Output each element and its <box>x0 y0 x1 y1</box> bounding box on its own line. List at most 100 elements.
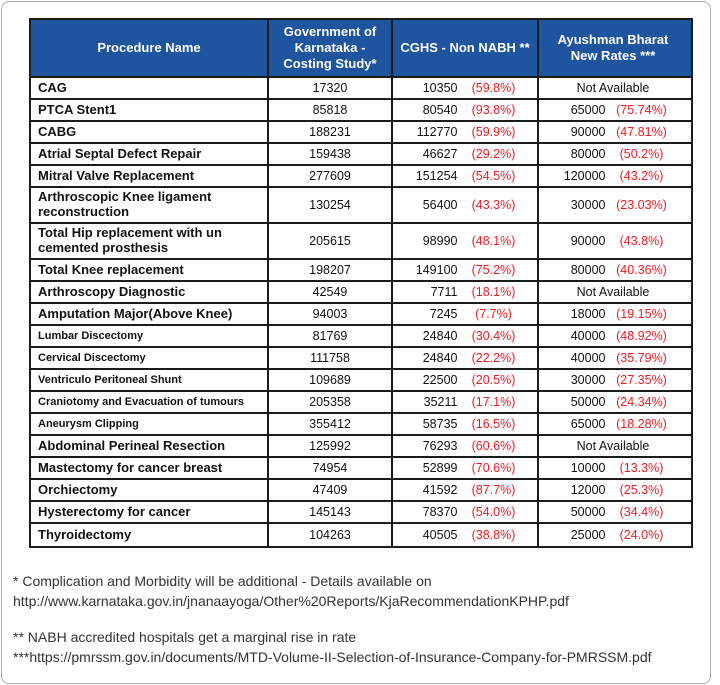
rate-percent: (59.8%) <box>471 81 516 95</box>
rate-value: 120000 <box>563 169 606 183</box>
table-row: CABG 188231 112770 (59.9%) 90000 (47.81%) <box>31 122 691 144</box>
table-row: Arthroscopy Diagnostic 42549 7711 (18.1%) No… <box>31 282 691 304</box>
rate-percent: (87.7%) <box>471 483 516 497</box>
table-row: Total Hip replacement with un cemented p… <box>31 224 691 260</box>
karnataka-cost-cell: 111758 <box>269 348 393 368</box>
rate-percent: (40.36%) <box>616 263 667 277</box>
rate-percent: (18.28%) <box>616 417 667 431</box>
rate-value: 65000 <box>570 103 606 117</box>
procedure-name-cell: Total Hip replacement with un cemented p… <box>31 224 269 258</box>
procedure-name-cell: Thyroidectomy <box>31 524 269 546</box>
table-row: Cervical Discectomy 111758 24840 (22.2%) 400… <box>31 348 691 370</box>
rate-percent: (25.3%) <box>619 483 664 497</box>
cghs-rate-cell: 58735 (16.5%) <box>393 414 539 434</box>
header-ayushman-bharat: Ayushman Bharat New Rates *** <box>557 31 669 63</box>
ayushman-rate-cell: 90000 (43.8%) <box>539 224 687 258</box>
ayushman-rate-cell: 10000 (13.3%) <box>539 458 687 478</box>
procedure-name-cell: Atrial Septal Defect Repair <box>31 144 269 164</box>
ayushman-rate-cell: Not Available <box>576 439 650 453</box>
ayushman-rate-cell: 80000 (50.2%) <box>539 144 687 164</box>
karnataka-cost-cell: 145143 <box>269 502 393 522</box>
ayushman-rate-cell: 30000 (23.03%) <box>539 188 687 222</box>
rate-value: 40000 <box>570 351 606 365</box>
cghs-rate-cell: 41592 (87.7%) <box>393 480 539 500</box>
cghs-rate-cell: 56400 (43.3%) <box>393 188 539 222</box>
rate-value: 151254 <box>415 169 458 183</box>
rate-percent: (30.4%) <box>471 329 516 343</box>
rate-percent: (24.34%) <box>616 395 667 409</box>
cghs-rate-cell: 35211 (17.1%) <box>393 392 539 412</box>
rate-percent: (60.6%) <box>471 439 516 453</box>
cghs-rate-cell: 7245 (7.7%) <box>393 304 539 324</box>
rate-percent: (59.9%) <box>471 125 516 139</box>
karnataka-cost-cell: 355412 <box>269 414 393 434</box>
rate-value: 149100 <box>415 263 458 277</box>
rate-value: 90000 <box>570 234 606 248</box>
table-row: Total Knee replacement 198207 149100 (75.2%… <box>31 260 691 282</box>
rate-value: 80000 <box>570 263 606 277</box>
table-row: Thyroidectomy 104263 40505 (38.8%) 25000 (24.… <box>31 524 691 546</box>
rate-value: 78370 <box>422 505 458 519</box>
karnataka-cost-cell: 47409 <box>269 480 393 500</box>
rate-value: 50000 <box>570 395 606 409</box>
rate-value: 40505 <box>422 528 458 542</box>
procedure-name-cell: PTCA Stent1 <box>31 100 269 120</box>
table-row: Craniotomy and Evacuation of tumours 2053… <box>31 392 691 414</box>
rate-value: 24840 <box>422 351 458 365</box>
table-row: Arthroscopic Knee ligament reconstructio… <box>31 188 691 224</box>
cghs-rate-cell: 151254 (54.5%) <box>393 166 539 186</box>
header-cghs-non-nabh: CGHS - Non NABH ** <box>393 20 539 76</box>
rate-value: 7711 <box>430 285 458 299</box>
rate-percent: (54.0%) <box>471 505 516 519</box>
rate-percent: (43.8%) <box>619 234 664 248</box>
procedure-name-cell: CABG <box>31 122 269 142</box>
ayushman-rate-cell: 80000 (40.36%) <box>539 260 687 280</box>
rate-value: 80540 <box>422 103 458 117</box>
table-row: Lumbar Discectomy 81769 24840 (30.4%) 40000 (… <box>31 326 691 348</box>
rate-value: 80000 <box>570 147 606 161</box>
procedure-name-cell: CAG <box>31 78 269 98</box>
karnataka-cost-cell: 205615 <box>269 224 393 258</box>
footnote-nabh: ** NABH accredited hospitals get a margi… <box>13 628 708 668</box>
footnote-pmrssm-url: ***https://pmrssm.gov.in/documents/MTD-V… <box>13 648 652 665</box>
karnataka-cost-cell: 109689 <box>269 370 393 390</box>
rate-percent: (43.3%) <box>471 198 516 212</box>
table-body: CAG 17320 10350 (59.8%) Not Available PTCA St… <box>31 78 691 546</box>
ayushman-rate-cell: 120000 (43.2%) <box>539 166 687 186</box>
karnataka-cost-cell: 81769 <box>269 326 393 346</box>
table-row: Abdominal Perineal Resection 125992 76293 (… <box>31 436 691 458</box>
table-row: CAG 17320 10350 (59.8%) Not Available <box>31 78 691 100</box>
ayushman-rate-cell: 65000 (18.28%) <box>539 414 687 434</box>
rate-value: 58735 <box>422 417 458 431</box>
rate-value: 90000 <box>570 125 606 139</box>
rate-value: 30000 <box>570 373 606 387</box>
rate-percent: (70.6%) <box>471 461 516 475</box>
procedure-name-cell: Total Knee replacement <box>31 260 269 280</box>
rate-value: 50000 <box>570 505 606 519</box>
rate-value: 25000 <box>570 528 606 542</box>
footnote-complication-text: * Complication and Morbidity will be add… <box>13 573 432 589</box>
procedure-name-cell: Craniotomy and Evacuation of tumours <box>31 392 269 412</box>
ayushman-rate-cell: 30000 (27.35%) <box>539 370 687 390</box>
ayushman-rate-cell: 40000 (35.79%) <box>539 348 687 368</box>
footnote-nabh-text: ** NABH accredited hospitals get a margi… <box>13 629 357 645</box>
rate-value: 46627 <box>422 147 458 161</box>
procedure-name-cell: Hysterectomy for cancer <box>31 502 269 522</box>
rate-percent: (23.03%) <box>616 198 667 212</box>
ayushman-rate-cell: 50000 (24.34%) <box>539 392 687 412</box>
table-row: Orchiectomy 47409 41592 (87.7%) 12000 (25.3%) <box>31 480 691 502</box>
procedure-name-cell: Ventriculo Peritoneal Shunt <box>31 370 269 390</box>
cghs-rate-cell: 24840 (22.2%) <box>393 348 539 368</box>
procedure-name-cell: Cervical Discectomy <box>31 348 269 368</box>
footnote-complication: * Complication and Morbidity will be add… <box>13 572 708 612</box>
karnataka-cost-cell: 159438 <box>269 144 393 164</box>
cghs-rate-cell: 22500 (20.5%) <box>393 370 539 390</box>
ayushman-rate-cell: 90000 (47.81%) <box>539 122 687 142</box>
rate-value: 10350 <box>422 81 458 95</box>
ayushman-rate-cell: 18000 (19.15%) <box>539 304 687 324</box>
ayushman-rate-cell: 50000 (34.4%) <box>539 502 687 522</box>
rate-percent: (18.1%) <box>471 285 516 299</box>
cghs-rate-cell: 46627 (29.2%) <box>393 144 539 164</box>
rate-percent: (13.3%) <box>619 461 664 475</box>
